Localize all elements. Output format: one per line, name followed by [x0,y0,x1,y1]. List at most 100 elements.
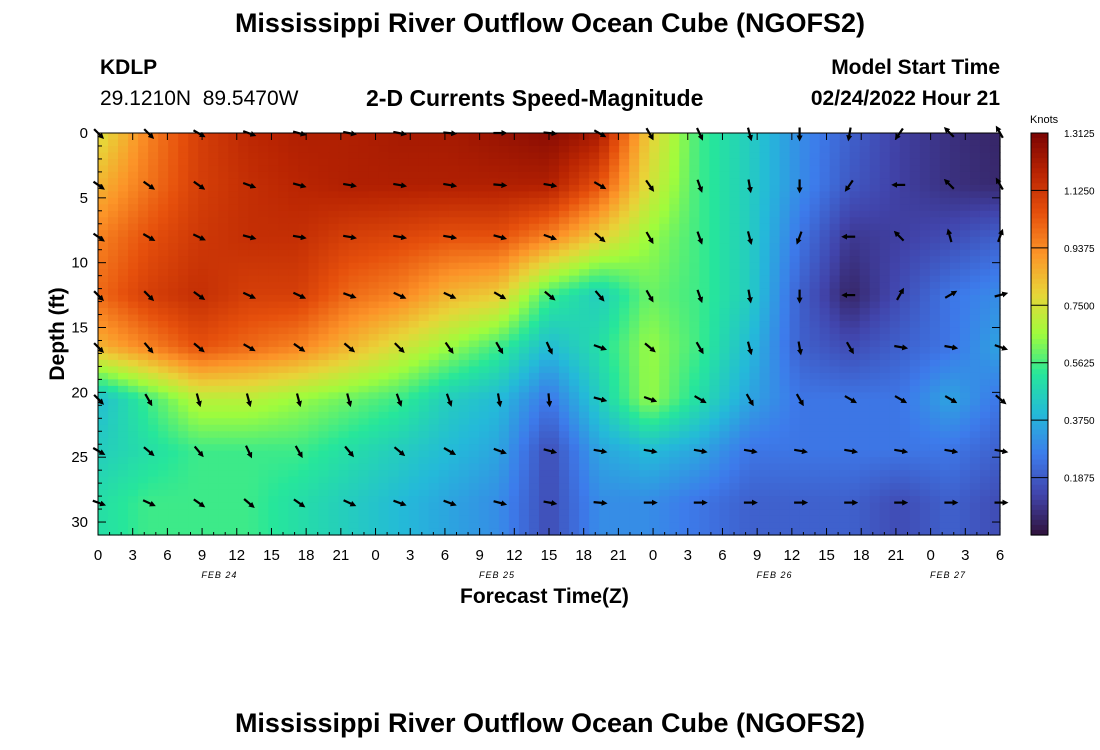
heat-cell [679,139,690,147]
heat-cell [739,437,751,445]
heat-cell [208,249,219,257]
heat-cell [358,282,370,290]
heat-cell [799,444,811,452]
heat-cell [498,230,510,238]
heat-cell [158,295,169,303]
heat-cell [929,133,941,141]
heat-cell [939,295,951,303]
heat-cell [859,210,871,218]
heat-cell [739,269,751,277]
heat-cell [699,256,710,264]
heat-cell [779,398,791,406]
heat-cell [368,223,380,231]
heat-cell [889,483,901,491]
heat-cell [829,204,841,212]
heat-cell [138,437,149,445]
heat-cell [959,269,971,277]
heat-cell [609,334,620,342]
heat-cell [98,359,109,368]
heat-cell [989,230,1001,238]
heat-cell [929,424,941,432]
heat-cell [919,431,931,439]
heat-cell [458,139,470,147]
heat-cell [388,405,400,413]
heat-cell [338,217,350,225]
heat-cell [939,152,951,160]
heat-cell [949,379,961,387]
heat-cell [408,398,420,406]
heat-cell [418,165,430,173]
heat-cell [769,470,781,478]
heat-cell [538,424,550,432]
heat-cell [969,282,981,290]
heat-cell [979,210,991,218]
heat-cell [158,249,169,257]
heat-cell [689,197,700,205]
heat-cell [128,249,139,257]
heat-cell [609,340,620,348]
heat-cell [969,483,981,491]
heat-cell [789,236,801,244]
heat-cell [418,191,430,199]
heat-cell [388,301,400,309]
heat-cell [839,197,851,205]
heat-cell [559,145,570,154]
heat-cell [909,340,921,348]
heat-cell [108,223,119,231]
heat-cell [779,210,791,218]
heat-cell [989,470,1001,478]
heat-cell [508,340,520,348]
heat-cell [438,379,450,387]
heat-cell [789,288,801,296]
heat-cell [559,366,570,374]
heat-cell [979,133,991,141]
heat-cell [719,197,730,205]
heat-cell [769,346,781,355]
heat-cell [669,463,680,471]
heat-cell [538,418,550,426]
heat-cell [819,191,831,199]
heat-cell [398,411,410,419]
heat-cell [889,444,901,452]
heat-cell [929,405,941,413]
heat-cell [819,165,831,173]
heat-cell [248,217,259,225]
heat-cell [208,450,219,458]
heat-cell [388,450,400,458]
heat-cell [959,437,971,445]
heat-cell [328,243,340,251]
heat-cell [448,321,460,329]
heat-cell [759,262,771,270]
heat-cell [538,256,550,264]
heat-cell [428,431,440,439]
heat-cell [238,217,249,225]
heat-cell [649,353,660,361]
heat-cell [899,366,911,374]
heat-cell [889,165,901,173]
heat-cell [619,308,630,316]
heat-cell [739,314,751,322]
heat-cell [178,444,189,452]
heat-cell [248,463,259,471]
heat-cell [869,236,881,244]
heat-cell [398,236,410,244]
heat-cell [689,191,700,199]
heat-cell [258,308,269,316]
heat-cell [178,269,189,277]
heat-cell [749,392,761,400]
heat-cell [338,359,350,368]
heat-cell [308,398,320,406]
heat-cell [218,197,229,205]
heat-cell [709,217,720,225]
heat-cell [619,346,630,355]
heat-cell [879,457,891,465]
heat-cell [208,191,219,199]
heat-cell [218,249,229,257]
heat-cell [118,489,129,497]
heat-cell [468,308,480,316]
heat-cell [398,372,410,380]
heat-cell [198,424,209,432]
heat-cell [689,249,700,257]
heat-cell [869,321,881,329]
heat-cell [559,158,570,167]
